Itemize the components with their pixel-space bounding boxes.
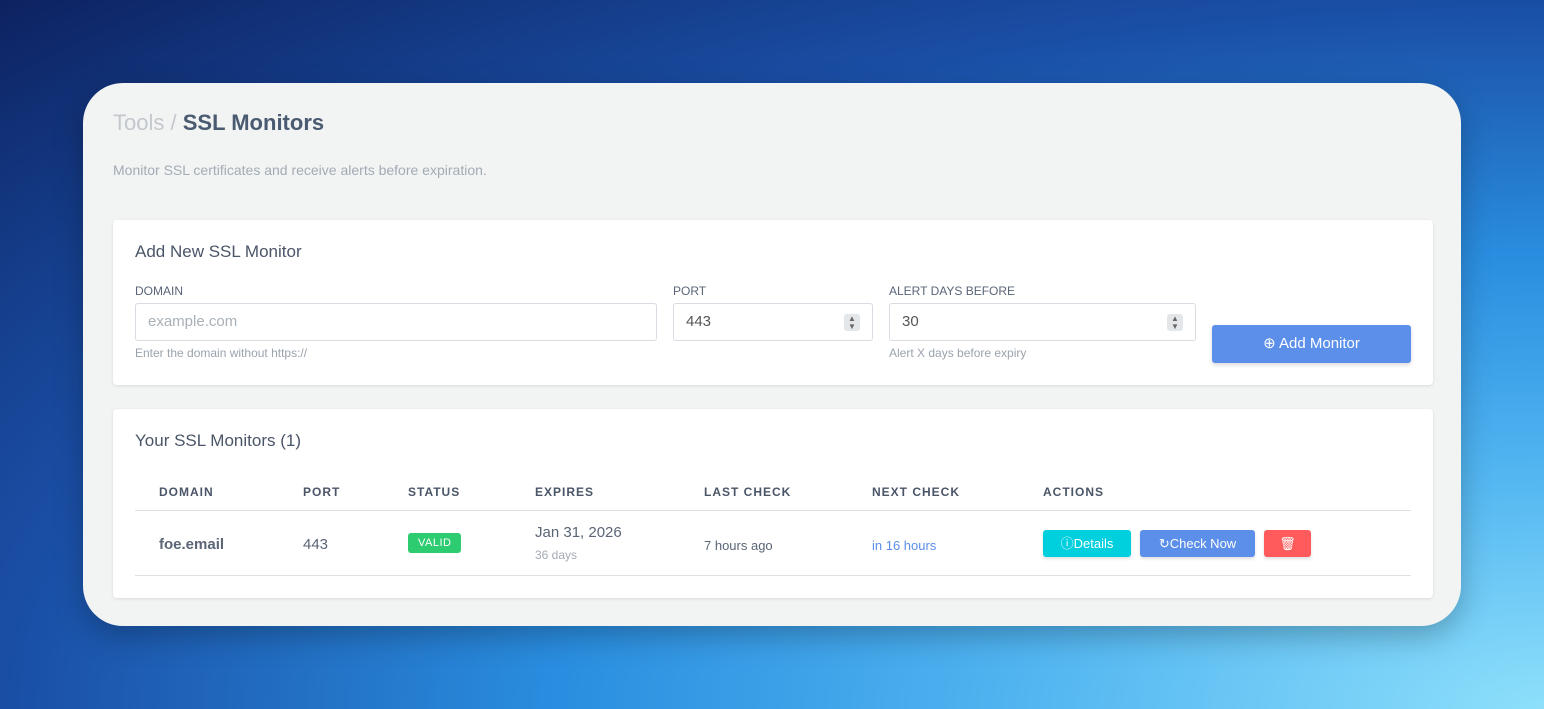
add-monitor-label: Add Monitor [1279,335,1360,352]
page-subtitle: Monitor SSL certificates and receive ale… [113,162,487,178]
alert-days-hint: Alert X days before expiry [889,346,1027,360]
breadcrumb-separator: / [170,110,177,135]
row-expires-in: 36 days [535,548,578,562]
status-badge: VALID [408,533,462,553]
domain-label: DOMAIN [135,284,183,298]
column-header: ACTIONS [1043,485,1104,499]
row-last-check: 7 hours ago [704,538,773,553]
alert-days-stepper-icon[interactable]: ▲ ▼ [1167,314,1183,331]
add-monitor-panel: Add New SSL Monitor DOMAIN example.com E… [113,220,1433,385]
port-value: 443 [686,313,712,330]
details-label: Details [1073,536,1114,551]
refresh-icon: ↻ [1158,536,1170,551]
row-expires: Jan 31, 2026 [535,524,622,541]
check-now-label: Check Now [1169,536,1237,551]
add-monitor-button[interactable]: ⊕ Add Monitor [1212,325,1411,363]
alert-days-input[interactable]: 30 ▲ ▼ [889,303,1196,341]
page-title: SSL Monitors [182,110,325,135]
domain-hint: Enter the domain without https:// [135,346,308,360]
column-header: DOMAIN [159,485,214,499]
port-label: PORT [673,284,707,298]
column-header: NEXT CHECK [872,485,961,499]
check-now-button[interactable]: ↻Check Now [1140,530,1255,557]
trash-icon: 🗑 [1279,536,1296,551]
details-button[interactable]: ⓘDetails [1043,530,1131,557]
alert-days-label: ALERT DAYS BEFORE [889,284,1016,298]
app-window: Tools / SSL Monitors Monitor SSL certifi… [83,83,1461,626]
column-header: PORT [303,485,341,499]
column-header: EXPIRES [535,485,595,499]
alert-days-value: 30 [902,313,919,330]
row-next-check: in 16 hours [872,538,937,553]
monitors-panel: Your SSL Monitors (1) DOMAIN PORT STATUS… [113,409,1433,598]
info-icon: ⓘ [1060,536,1074,551]
domain-input[interactable]: example.com [135,303,657,341]
plus-circle-icon: ⊕ [1263,335,1276,352]
port-stepper-icon[interactable]: ▲ ▼ [844,314,860,331]
add-monitor-title: Add New SSL Monitor [135,242,302,261]
row-domain: foe.email [159,536,225,553]
breadcrumb-parent[interactable]: Tools [113,110,165,135]
divider [135,575,1411,576]
port-input[interactable]: 443 ▲ ▼ [673,303,873,341]
row-port: 443 [303,536,329,553]
divider [135,510,1411,511]
breadcrumb: Tools / SSL Monitors [113,110,324,136]
monitors-title: Your SSL Monitors (1) [135,431,301,450]
delete-button[interactable]: 🗑 [1264,530,1311,557]
column-header: LAST CHECK [704,485,792,499]
column-header: STATUS [408,485,461,499]
